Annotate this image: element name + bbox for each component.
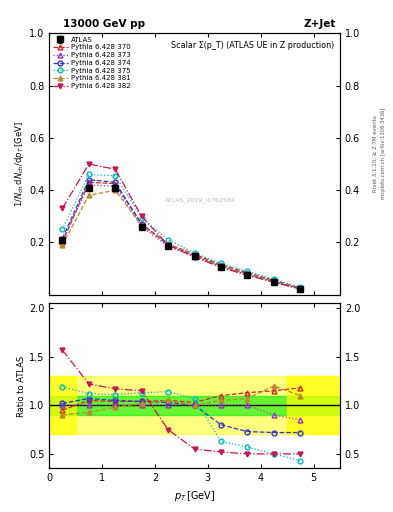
Pythia 6.428 374 bbox=[219, 263, 223, 269]
Text: ATLAS_2019_I1762584: ATLAS_2019_I1762584 bbox=[165, 198, 236, 203]
Pythia 6.428 382 bbox=[245, 272, 250, 278]
Line: Pythia 6.428 375: Pythia 6.428 375 bbox=[60, 172, 303, 290]
Pythia 6.428 373 bbox=[86, 182, 91, 188]
Pythia 6.428 381 bbox=[60, 242, 65, 248]
Bar bbox=[49, 396, 340, 415]
Pythia 6.428 374 bbox=[166, 242, 171, 248]
Pythia 6.428 374 bbox=[298, 285, 303, 291]
Pythia 6.428 382 bbox=[272, 279, 276, 285]
Pythia 6.428 374 bbox=[139, 221, 144, 227]
Line: Pythia 6.428 374: Pythia 6.428 374 bbox=[60, 177, 303, 291]
Pythia 6.428 382 bbox=[86, 161, 91, 167]
Pythia 6.428 382 bbox=[166, 242, 171, 248]
Pythia 6.428 374 bbox=[245, 271, 250, 277]
Y-axis label: $1/N_{\rm ch}\,{\rm d}N_{\rm ch}/{\rm d}p_T\,[{\rm GeV}]$: $1/N_{\rm ch}\,{\rm d}N_{\rm ch}/{\rm d}… bbox=[13, 121, 26, 207]
Pythia 6.428 374 bbox=[192, 252, 197, 259]
Line: Pythia 6.428 381: Pythia 6.428 381 bbox=[60, 188, 303, 291]
Pythia 6.428 375 bbox=[166, 237, 171, 243]
Pythia 6.428 370 bbox=[192, 251, 197, 258]
Text: Scalar Σ(p_T) (ATLAS UE in Z production): Scalar Σ(p_T) (ATLAS UE in Z production) bbox=[171, 41, 334, 50]
Pythia 6.428 374 bbox=[60, 236, 65, 242]
Pythia 6.428 370 bbox=[139, 221, 144, 227]
Pythia 6.428 375 bbox=[298, 284, 303, 290]
Pythia 6.428 373 bbox=[298, 286, 303, 292]
Pythia 6.428 373 bbox=[139, 224, 144, 230]
Pythia 6.428 375 bbox=[86, 172, 91, 178]
Pythia 6.428 370 bbox=[272, 278, 276, 284]
Pythia 6.428 375 bbox=[272, 276, 276, 282]
Pythia 6.428 370 bbox=[219, 262, 223, 268]
Bar bbox=[287, 376, 340, 435]
Pythia 6.428 382 bbox=[298, 286, 303, 292]
Text: Rivet 3.1.10, ≥ 2.7M events: Rivet 3.1.10, ≥ 2.7M events bbox=[373, 115, 378, 192]
Pythia 6.428 375 bbox=[219, 260, 223, 266]
Pythia 6.428 375 bbox=[113, 173, 118, 179]
Line: Pythia 6.428 373: Pythia 6.428 373 bbox=[60, 182, 303, 291]
Bar bbox=[49, 376, 340, 435]
Pythia 6.428 373 bbox=[113, 183, 118, 189]
Pythia 6.428 381 bbox=[139, 222, 144, 228]
Pythia 6.428 382 bbox=[219, 264, 223, 270]
Pythia 6.428 370 bbox=[298, 285, 303, 291]
Pythia 6.428 381 bbox=[113, 187, 118, 193]
Pythia 6.428 370 bbox=[60, 240, 65, 246]
Pythia 6.428 374 bbox=[86, 177, 91, 183]
Pythia 6.428 370 bbox=[86, 179, 91, 185]
Pythia 6.428 381 bbox=[298, 285, 303, 291]
Pythia 6.428 382 bbox=[60, 205, 65, 211]
Line: Pythia 6.428 370: Pythia 6.428 370 bbox=[60, 180, 303, 290]
Pythia 6.428 373 bbox=[219, 264, 223, 270]
Y-axis label: Ratio to ATLAS: Ratio to ATLAS bbox=[17, 355, 26, 417]
Pythia 6.428 381 bbox=[245, 271, 250, 277]
Pythia 6.428 375 bbox=[60, 226, 65, 232]
Pythia 6.428 373 bbox=[166, 243, 171, 249]
Text: 13000 GeV pp: 13000 GeV pp bbox=[63, 18, 145, 29]
Pythia 6.428 382 bbox=[113, 166, 118, 173]
Pythia 6.428 370 bbox=[113, 181, 118, 187]
Text: Z+Jet: Z+Jet bbox=[304, 18, 336, 29]
Pythia 6.428 373 bbox=[192, 254, 197, 260]
Pythia 6.428 370 bbox=[245, 269, 250, 275]
Pythia 6.428 370 bbox=[166, 241, 171, 247]
Pythia 6.428 373 bbox=[245, 272, 250, 278]
Pythia 6.428 373 bbox=[60, 237, 65, 243]
Legend: ATLAS, Pythia 6.428 370, Pythia 6.428 373, Pythia 6.428 374, Pythia 6.428 375, P: ATLAS, Pythia 6.428 370, Pythia 6.428 37… bbox=[51, 35, 132, 91]
Pythia 6.428 381 bbox=[219, 263, 223, 269]
Pythia 6.428 374 bbox=[113, 179, 118, 185]
Pythia 6.428 373 bbox=[272, 279, 276, 285]
Pythia 6.428 382 bbox=[139, 214, 144, 220]
Pythia 6.428 381 bbox=[86, 193, 91, 199]
Pythia 6.428 374 bbox=[272, 278, 276, 284]
Pythia 6.428 375 bbox=[139, 215, 144, 221]
Pythia 6.428 381 bbox=[272, 278, 276, 284]
X-axis label: $p_T\,[{\rm GeV}]$: $p_T\,[{\rm GeV}]$ bbox=[174, 489, 215, 503]
Pythia 6.428 375 bbox=[245, 268, 250, 274]
Pythia 6.428 381 bbox=[192, 252, 197, 259]
Pythia 6.428 381 bbox=[166, 241, 171, 247]
Bar bbox=[49, 376, 75, 435]
Pythia 6.428 375 bbox=[192, 250, 197, 256]
Pythia 6.428 382 bbox=[192, 254, 197, 260]
Line: Pythia 6.428 382: Pythia 6.428 382 bbox=[60, 162, 303, 291]
Text: mcplots.cern.ch [arXiv:1306.3436]: mcplots.cern.ch [arXiv:1306.3436] bbox=[381, 108, 386, 199]
